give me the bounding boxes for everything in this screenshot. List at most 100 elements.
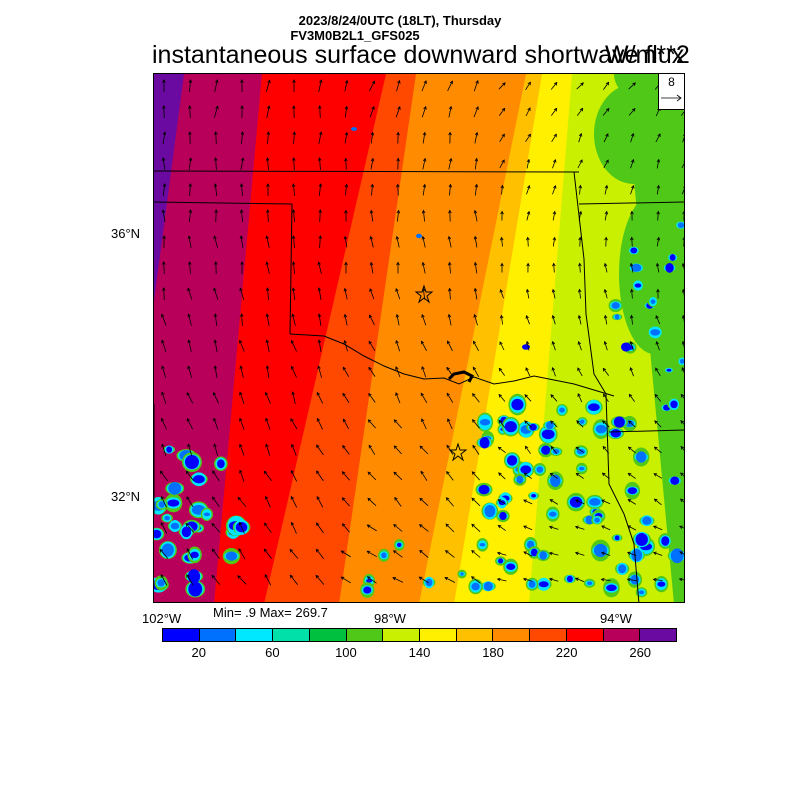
wind-vector-head [159,470,164,475]
wind-vector-head [653,446,658,451]
wind-vector [680,420,684,425]
wind-vector-head [214,261,218,265]
wind-vector-head [578,184,582,189]
wind-vector-head [188,183,193,187]
wind-vector [212,496,220,508]
wind-vector-head [239,287,243,292]
wind-vector [319,235,321,249]
wind-vector-head [527,81,531,86]
wind-vector-head [318,105,322,109]
wind-vector [189,261,191,275]
cloud-patch [504,421,517,433]
cloud-patch [506,563,516,570]
wind-vector-head [577,341,581,345]
wind-vector [447,80,453,92]
wind-vector [344,340,348,352]
wind-vector [526,289,530,299]
wind-vector-head [498,472,502,476]
wind-vector [319,105,321,119]
wind-vector [679,551,684,555]
wind-vector [396,314,400,326]
wind-vector [602,368,610,376]
variable-title: instantaneous surface downward shortwave… [152,41,685,69]
wind-vector [344,132,348,144]
cloud-patch [642,516,652,525]
wind-vector [551,133,557,143]
wind-vector [498,368,506,376]
wind-vector [189,183,191,197]
wind-vector-head [655,341,659,345]
wind-vector [162,157,166,171]
wind-vector-head [575,577,579,581]
wind-vector [577,367,583,377]
wind-vector [604,289,608,299]
wind-vector-head [656,158,661,163]
colorbar-swatch [273,629,310,641]
model-name: FV3M0B2L1_GFS025 [290,28,420,43]
wind-vector-head [580,82,584,86]
wind-vector-head [446,392,450,397]
wind-vector [186,418,194,430]
wind-vector-head [264,573,268,578]
wind-vector-head [447,261,452,266]
wind-vector [189,105,191,119]
wind-vector-head [575,499,579,503]
wind-vector-head [552,236,557,241]
wind-vector-head [317,261,321,266]
wind-vector-head [448,157,453,162]
wind-vector-head [553,81,558,86]
wind-vector-head [526,262,530,267]
wind-vector-head [551,367,555,371]
wind-vector [213,288,219,300]
wind-vector-head [448,209,452,214]
wind-vector [215,131,217,145]
wind-vector [420,471,428,481]
wind-vector [291,444,297,456]
wind-vector-head [449,80,453,85]
cloud-patch [506,455,518,466]
state-border-co-nm [154,201,293,205]
wind-vector [421,341,427,351]
wind-vector-head [211,574,216,579]
wind-vector [472,367,480,377]
cloud-patch [589,498,601,506]
wind-vector [680,111,684,116]
cloud-patch [549,511,557,517]
wind-vector-head [292,105,296,109]
wind-vector [552,315,556,325]
wind-vector [345,158,347,170]
wind-vector [293,209,295,223]
wind-vector-head [680,445,684,450]
wind-vector [396,236,400,248]
wind-vector-head [601,551,605,555]
colorbar-tick-label: 60 [265,645,280,660]
wind-vector-head [162,287,166,291]
wind-vector [474,288,478,300]
wind-vector-head [627,446,632,451]
wind-vector [188,340,192,352]
wind-vector-head [161,339,165,344]
colorbar-tick-label: 100 [335,645,357,660]
wind-vector-head [397,79,401,84]
wind-vector-head [656,288,660,293]
wind-vector [315,549,325,559]
wind-vector [291,522,297,534]
wind-vector-head [577,288,582,293]
wind-vector [579,289,581,299]
wind-vector-head [471,497,476,502]
wind-vector [318,183,322,197]
wind-vector-head [188,157,193,162]
cloud-patch [170,522,180,530]
wind-vector-head [161,157,166,161]
wind-vector-head [317,287,322,292]
wind-vector [449,262,451,274]
wind-vector [683,237,684,247]
wind-vector [240,366,244,378]
wind-vector-head [237,575,241,579]
cloud-patch [638,590,645,595]
wind-vector [471,524,481,532]
wind-vector-head [161,391,165,396]
wind-vector [318,262,322,274]
wind-vector-head [291,235,296,239]
wind-vector [654,498,662,506]
